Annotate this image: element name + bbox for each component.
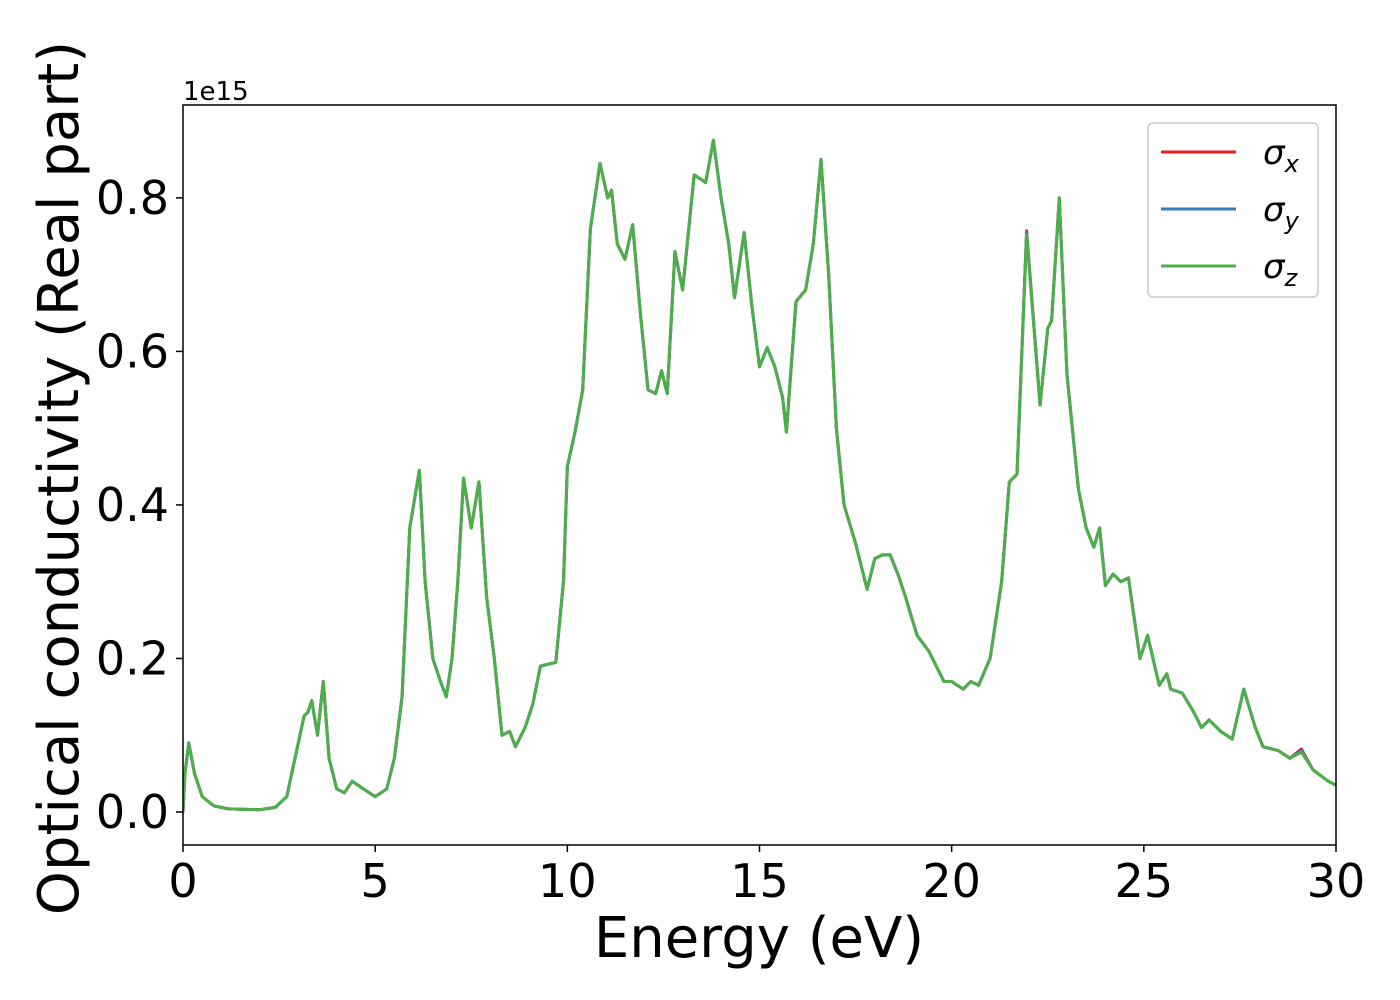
y-tick-label: 0.2 [96,631,169,685]
offset-text: 1e15 [183,77,249,107]
x-tick-label: 15 [730,854,789,908]
y-axis-label: Optical conductivity (Real part) [27,41,92,915]
x-tick-label: 10 [538,854,597,908]
y-tick-label: 0.0 [96,785,169,839]
x-axis-label: Energy (eV) [594,906,924,971]
x-tick-label: 0 [168,854,197,908]
y-tick-label: 0.6 [96,324,169,378]
plot-frame [182,104,1337,846]
x-tick-label: 20 [922,854,981,908]
legend-subscript: z [1284,264,1299,292]
y-tick-label: 0.4 [96,478,169,532]
x-tick-label: 5 [361,854,390,908]
y-tick-label: 0.8 [96,171,169,225]
legend-subscript: x [1284,150,1300,178]
x-tick-label: 30 [1307,854,1366,908]
x-tick-label: 25 [1115,854,1174,908]
legend-subscript: y [1284,207,1300,235]
series-line [183,138,1336,813]
